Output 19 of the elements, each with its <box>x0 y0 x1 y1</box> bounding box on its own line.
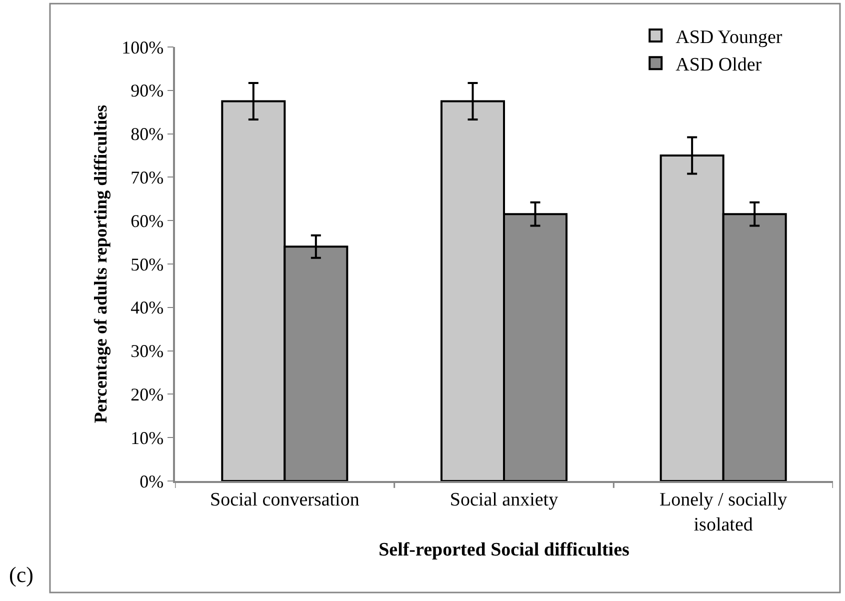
y-axis-title: Percentage of adults reporting difficulties <box>90 104 110 424</box>
y-tick-label: 50% <box>130 254 164 274</box>
x-tick-label: Social anxiety <box>450 490 559 511</box>
y-tick-label: 40% <box>130 298 164 318</box>
text: (c) <box>9 562 34 587</box>
legend-label: ASD Older <box>676 54 762 76</box>
legend-label: ASD Younger <box>676 26 783 48</box>
y-tick-label: 80% <box>130 124 164 144</box>
y-tick-label: 10% <box>130 428 164 448</box>
y-tick-label: 0% <box>140 471 164 492</box>
x-tick-label: Social conversation <box>210 490 360 511</box>
y-tick-label: 100% <box>122 37 164 58</box>
y-tick-label: 60% <box>130 210 164 231</box>
x-axis-title: Self-reported Social difficulties <box>378 540 630 561</box>
y-tick-label: 90% <box>130 80 164 101</box>
x-tick-label: Lonely / socially isolated <box>659 490 788 536</box>
y-tick-label: 30% <box>130 341 164 362</box>
y-tick-label: 70% <box>130 168 164 188</box>
y-tick-label: 20% <box>130 384 164 404</box>
